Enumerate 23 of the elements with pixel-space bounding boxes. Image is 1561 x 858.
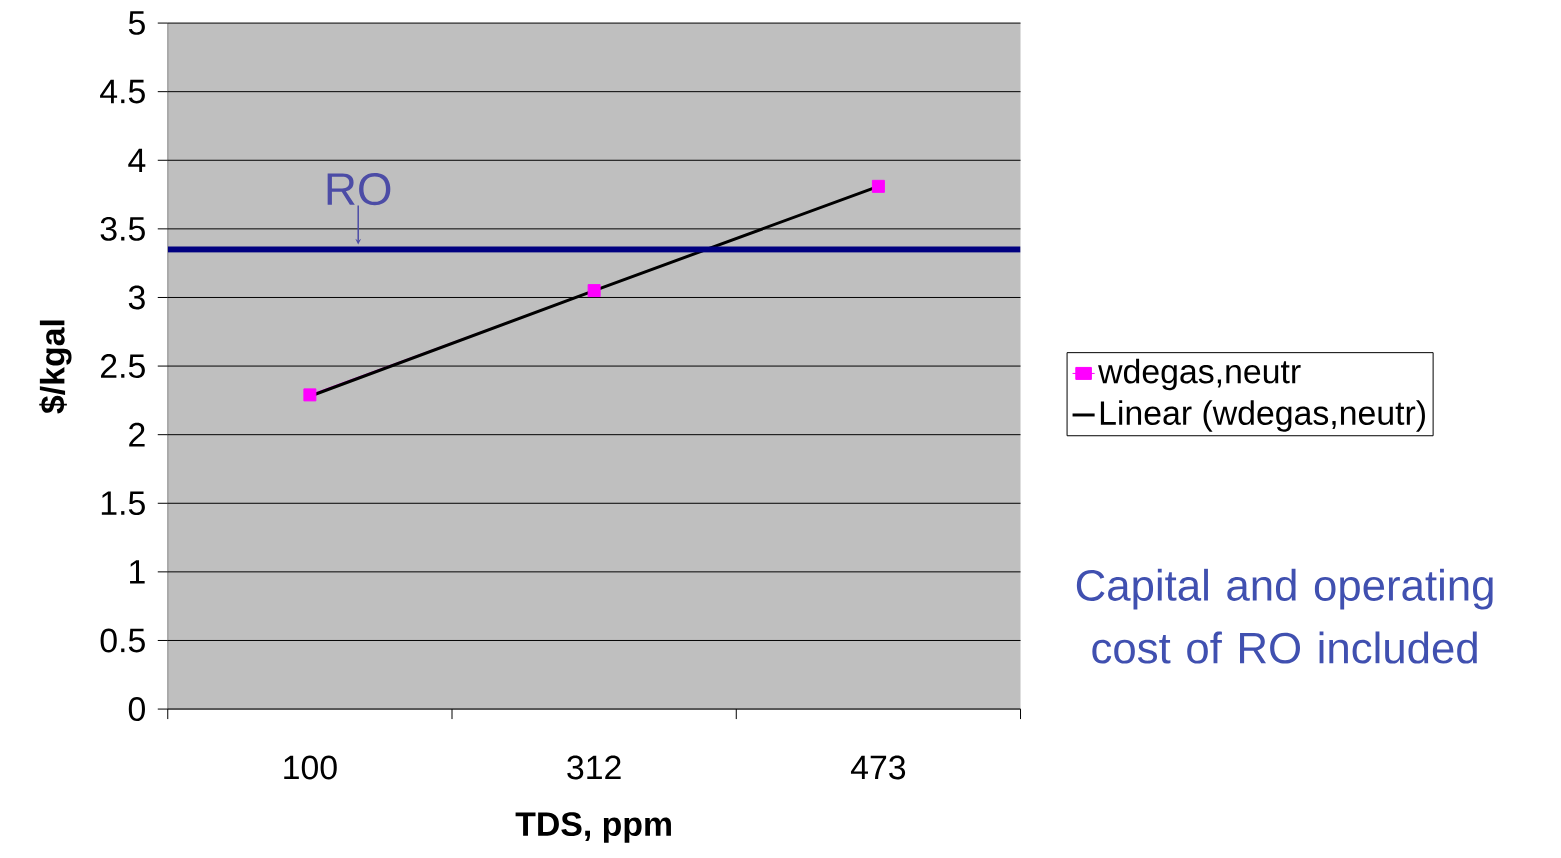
y-axis-title: $/kgal xyxy=(39,320,72,414)
point xyxy=(587,284,601,298)
y-tick-label: 3 xyxy=(128,285,145,310)
ref-line-label: RO xyxy=(327,172,391,206)
y-tick-label: 4 xyxy=(128,148,146,172)
y-tick-label: 1.5 xyxy=(101,491,145,516)
x-tick-label: 473 xyxy=(850,755,906,780)
y-tick-label: 3.5 xyxy=(100,216,145,241)
legend-label: wdegas,neutr xyxy=(1098,358,1301,391)
y-tick-label: 0.5 xyxy=(100,628,145,653)
y-tick-label: 4.5 xyxy=(100,79,145,104)
point xyxy=(303,388,317,402)
legend-label: Linear (wdegas,neutr) xyxy=(1100,400,1425,432)
x-tick-label: 312 xyxy=(567,755,621,780)
x-tick-label: 100 xyxy=(284,755,337,780)
x-axis-title: TDS, ppm xyxy=(515,812,671,843)
y-tick-label: 5 xyxy=(128,11,145,35)
y-tick-label: 2 xyxy=(129,422,145,447)
y-tick-label: 2.5 xyxy=(100,354,145,379)
point xyxy=(871,179,885,193)
y-tick-label: 0 xyxy=(128,697,145,722)
y-tick-label: 1 xyxy=(130,560,145,584)
text: Capital and operating cost of RO included xyxy=(1076,568,1493,664)
